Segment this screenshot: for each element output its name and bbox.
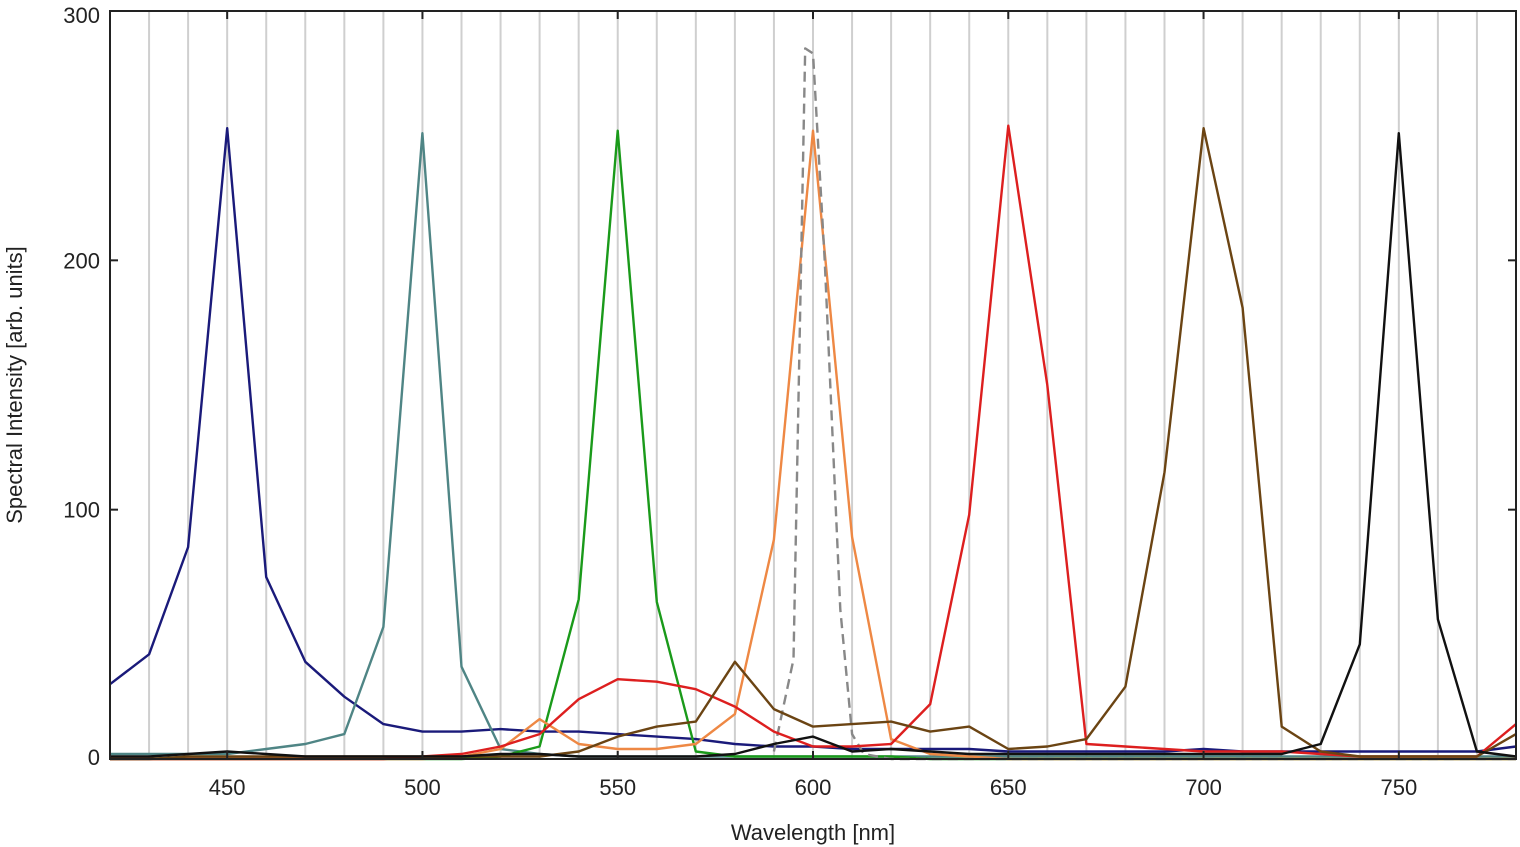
x-tick-label: 450 — [209, 775, 246, 800]
x-tick-label: 550 — [599, 775, 636, 800]
y-tick-label: 300 — [63, 3, 100, 28]
x-tick-label: 500 — [404, 775, 441, 800]
x-tick-label: 700 — [1185, 775, 1222, 800]
series-line-8 — [110, 132, 1517, 758]
y-tick-label: 200 — [63, 248, 100, 273]
y-axis-label: Spectral Intensity [arb. units] — [2, 246, 27, 524]
x-tick-label: 750 — [1380, 775, 1417, 800]
y-tick-label: 100 — [63, 498, 100, 523]
x-tick-labels: 450 500 550 600 650 700 750 — [209, 775, 1417, 800]
y-tick-labels: 0 100 200 300 — [63, 3, 100, 770]
axis-ticks — [110, 10, 1516, 760]
x-tick-label: 600 — [795, 775, 832, 800]
grid-lines — [148, 11, 1478, 759]
x-tick-label: 650 — [990, 775, 1027, 800]
y-tick-label: 0 — [88, 745, 100, 770]
series-line-5 — [772, 47, 1516, 761]
x-axis-label: Wavelength [nm] — [731, 820, 895, 845]
